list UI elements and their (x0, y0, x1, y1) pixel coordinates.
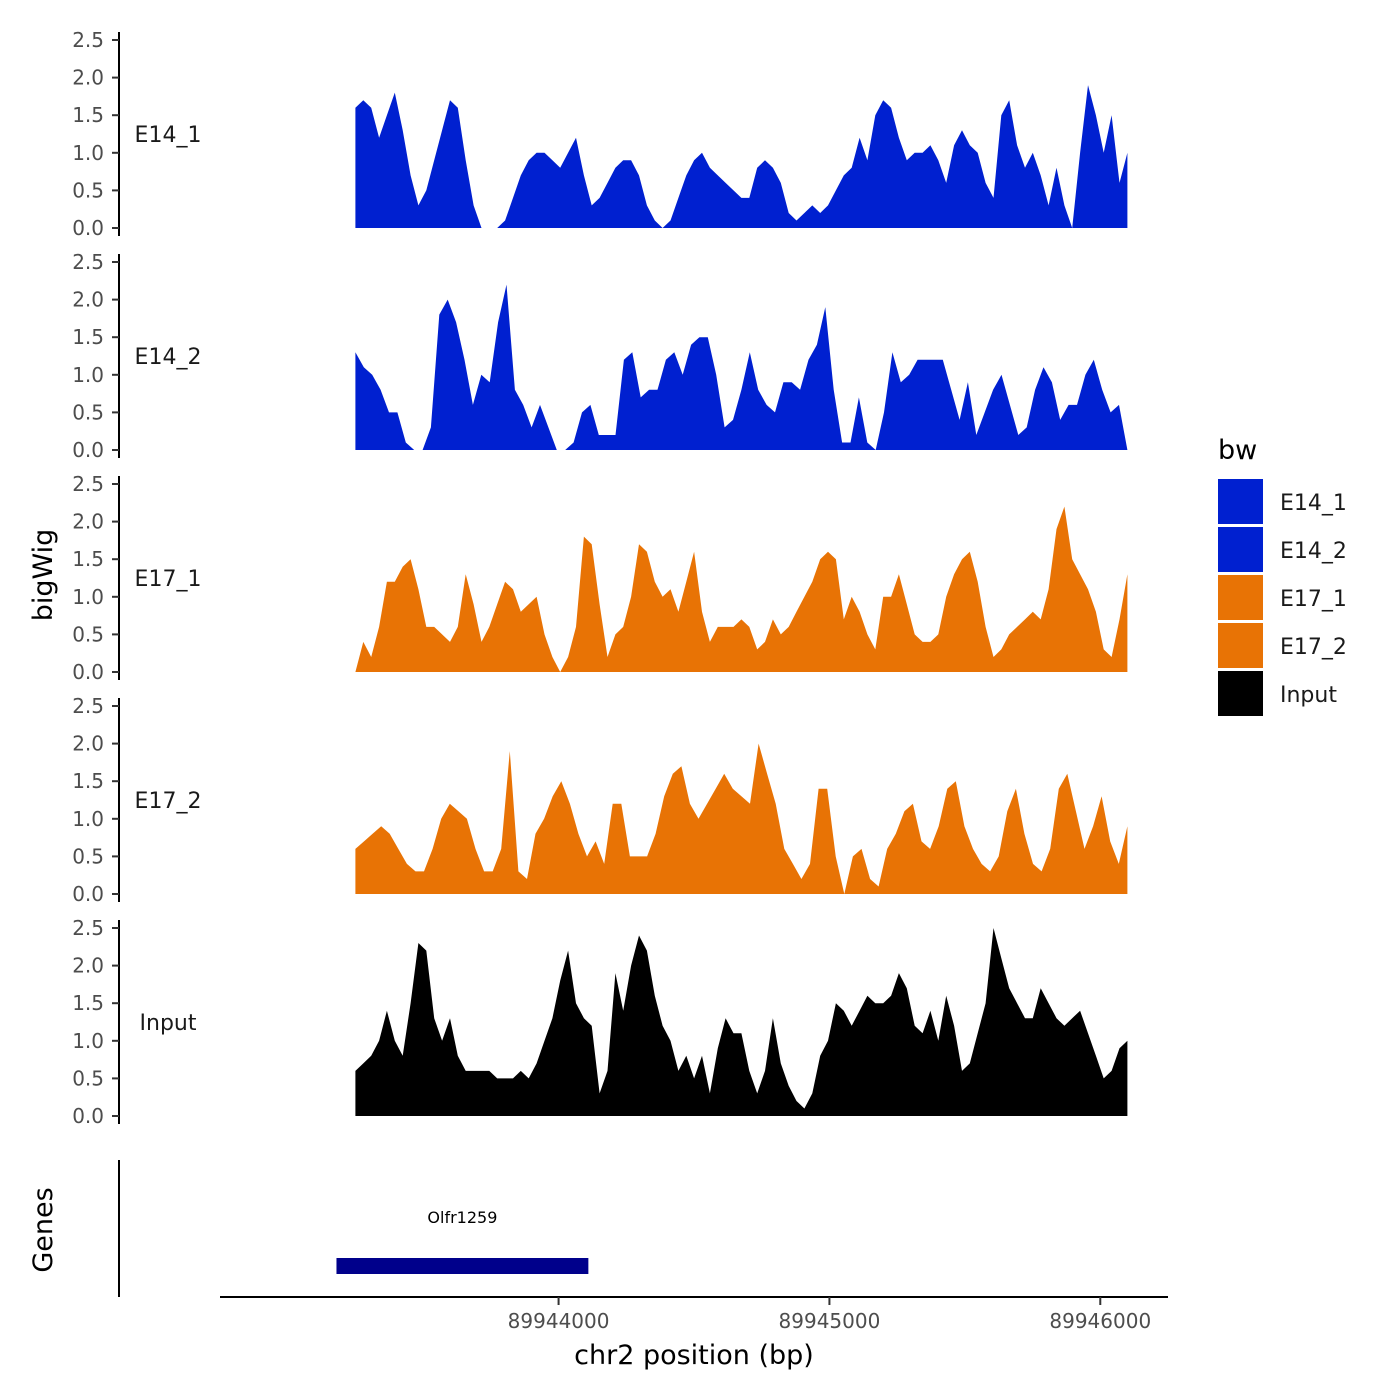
y-tick-label: 0.5 (72, 400, 104, 424)
legend-label: E17_1 (1280, 587, 1347, 612)
y-tick-label: 0.5 (72, 622, 104, 646)
x-tick-label: 89945000 (779, 1309, 881, 1333)
track-label: E14_1 (135, 123, 202, 148)
coverage-area-E17_1 (355, 506, 1128, 672)
track-label: Input (140, 1011, 197, 1036)
y-tick-label: 0.5 (72, 178, 104, 202)
track-E14_1: 0.0 0.5 1.0 1.5 2.0 2.5 E14_1 (72, 28, 1128, 240)
y-tick-label: 0.0 (72, 438, 104, 462)
x-axis: 89944000 89945000 89946000 (220, 1296, 1168, 1333)
legend-key-E14_1 (1218, 479, 1263, 524)
legend-label: Input (1280, 683, 1337, 708)
x-tick-label: 89944000 (508, 1309, 610, 1333)
x-axis-title: chr2 position (bp) (574, 1340, 814, 1371)
y-tick-label: 2.0 (72, 66, 104, 90)
y-tick-label: 2.5 (72, 28, 104, 52)
track-E17_2: 0.0 0.5 1.0 1.5 2.0 2.5 E17_2 (72, 694, 1128, 906)
y-tick-label: 2.5 (72, 916, 104, 940)
y-tick-label: 1.5 (72, 991, 104, 1015)
legend-label: E14_2 (1280, 539, 1347, 564)
x-tick-label: 89946000 (1049, 1309, 1151, 1333)
legend: bw E14_1 E14_2 E17_1 E17_2 Input (1218, 435, 1347, 716)
y-tick-label: 1.5 (72, 103, 104, 127)
track-E14_2: 0.0 0.5 1.0 1.5 2.0 2.5 E14_2 (72, 250, 1128, 462)
coverage-area-E17_2 (355, 743, 1128, 894)
coverage-area-E14_1 (355, 85, 1128, 228)
legend-label: E17_2 (1280, 635, 1347, 660)
legend-key-E17_1 (1218, 575, 1263, 620)
y-tick-label: 1.0 (72, 585, 104, 609)
track-label: E14_2 (135, 345, 202, 370)
y-tick-label: 0.0 (72, 882, 104, 906)
legend-key-E17_2 (1218, 623, 1263, 668)
y-tick-label: 1.0 (72, 363, 104, 387)
legend-label: E14_1 (1280, 491, 1347, 516)
y-tick-label: 2.0 (72, 288, 104, 312)
y-tick-label: 1.0 (72, 807, 104, 831)
y-tick-label: 1.5 (72, 325, 104, 349)
track-label: E17_2 (135, 789, 202, 814)
gene-track: Olfr1259 (118, 1160, 589, 1297)
y-tick-label: 0.0 (72, 216, 104, 240)
gene-label: Olfr1259 (427, 1208, 497, 1227)
y-axis-title-genes: Genes (28, 1187, 59, 1272)
y-tick-label: 0.0 (72, 660, 104, 684)
track-Input: 0.0 0.5 1.0 1.5 2.0 2.5 Input (72, 916, 1128, 1128)
y-tick-label: 2.5 (72, 250, 104, 274)
legend-title: bw (1218, 435, 1257, 466)
y-tick-label: 2.0 (72, 732, 104, 756)
coverage-area-Input (355, 928, 1128, 1116)
y-tick-label: 0.5 (72, 844, 104, 868)
y-tick-label: 1.5 (72, 769, 104, 793)
coverage-area-E14_2 (355, 284, 1128, 450)
y-tick-label: 1.0 (72, 141, 104, 165)
legend-key-Input (1218, 671, 1263, 716)
y-tick-label: 0.0 (72, 1104, 104, 1128)
y-tick-label: 2.0 (72, 510, 104, 534)
y-tick-label: 2.5 (72, 472, 104, 496)
track-E17_1: 0.0 0.5 1.0 1.5 2.0 2.5 E17_1 (72, 472, 1128, 684)
y-tick-label: 2.0 (72, 954, 104, 978)
y-tick-label: 0.5 (72, 1066, 104, 1090)
y-tick-label: 1.0 (72, 1029, 104, 1053)
y-tick-label: 2.5 (72, 694, 104, 718)
y-axis-title-bigwig: bigWig (28, 529, 59, 622)
gene-bar (336, 1258, 589, 1274)
legend-key-E14_2 (1218, 527, 1263, 572)
bigwig-tracks: 0.0 0.5 1.0 1.5 2.0 2.5 E14_1 0.0 0.5 1.0 1.5 2.0 2.… (72, 28, 1128, 1128)
y-tick-label: 1.5 (72, 547, 104, 571)
track-label: E17_1 (135, 567, 202, 592)
